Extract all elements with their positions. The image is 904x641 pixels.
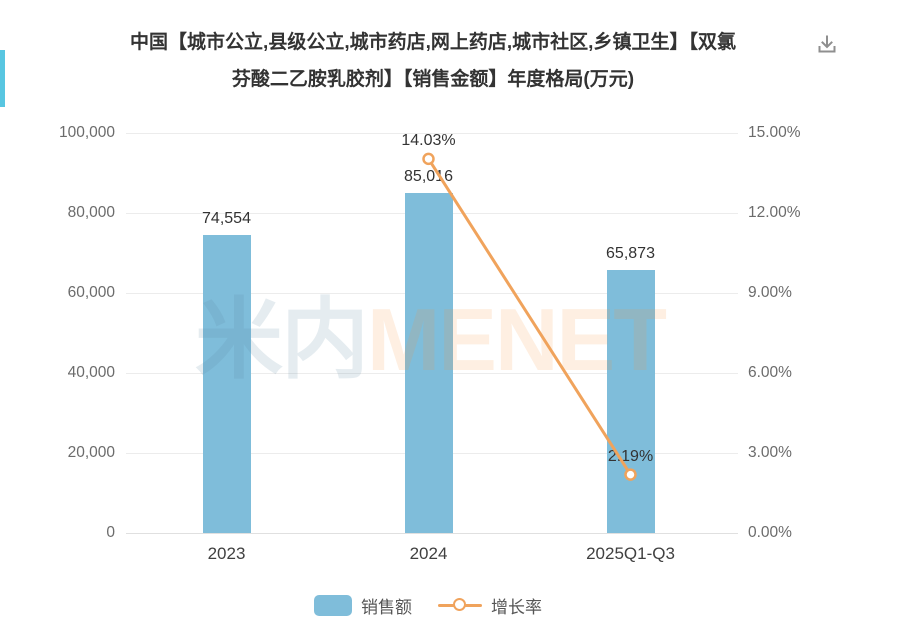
y-axis-tick-label: 100,000 (58, 124, 115, 141)
chart-legend: 销售额 增长率 (125, 593, 731, 617)
secondary-y-axis-tick-label: 15.00% (748, 124, 801, 141)
gridline (125, 133, 738, 134)
x-axis-category-label: 2023 (207, 544, 246, 563)
download-icon (818, 35, 836, 53)
gridline (125, 533, 738, 534)
y-axis-tick-label: 80,000 (67, 204, 115, 221)
bar-value-label: 85,016 (404, 167, 453, 185)
bar-2025Q1-Q3[interactable] (606, 269, 655, 533)
download-button[interactable] (814, 32, 840, 58)
chart-title: 中国【城市公立,县级公立,城市药店,网上药店,城市社区,乡镇卫生】【双氯 芬酸二… (0, 24, 866, 98)
y-axis-tick-label: 20,000 (67, 444, 115, 461)
secondary-y-axis-tick-label: 12.00% (748, 204, 801, 221)
legend-label-growth: 增长率 (491, 597, 542, 617)
y-axis-tick-label: 60,000 (67, 284, 115, 301)
legend-item-sales[interactable]: 销售额 (314, 593, 412, 618)
left-accent-bar (0, 50, 5, 107)
secondary-y-axis-tick-label: 0.00% (748, 524, 792, 541)
y-axis-tick-label: 0 (106, 524, 115, 541)
bar-value-label: 65,873 (606, 244, 655, 262)
legend-item-growth[interactable]: 增长率 (438, 593, 542, 618)
secondary-y-axis-tick-label: 6.00% (748, 364, 792, 381)
secondary-y-axis-tick-label: 3.00% (748, 444, 792, 461)
bar-2024[interactable] (404, 192, 453, 533)
legend-label-sales: 销售额 (361, 597, 412, 617)
bar-2023[interactable] (202, 234, 251, 533)
growth-rate-marker[interactable] (422, 152, 435, 166)
secondary-y-axis-tick-label: 9.00% (748, 284, 792, 301)
growth-rate-value-label: 2.19% (607, 447, 654, 465)
y-axis-tick-label: 40,000 (67, 364, 115, 381)
sales-legend-swatch (314, 594, 352, 616)
growth-legend-circle (453, 598, 466, 611)
bar-value-label: 74,554 (202, 209, 251, 227)
x-axis-category-label: 2025Q1-Q3 (586, 544, 675, 563)
growth-rate-value-label: 14.03% (401, 131, 456, 149)
growth-rate-marker[interactable] (624, 468, 637, 481)
growth-legend-marker (438, 598, 482, 612)
x-axis-category-label: 2024 (409, 544, 448, 563)
chart-title-line2: 芬酸二乙胺乳胶剂】【销售金额】年度格局(万元) (231, 69, 635, 90)
chart-title-line1: 中国【城市公立,县级公立,城市药店,网上药店,城市社区,乡镇卫生】【双氯 (130, 32, 736, 53)
